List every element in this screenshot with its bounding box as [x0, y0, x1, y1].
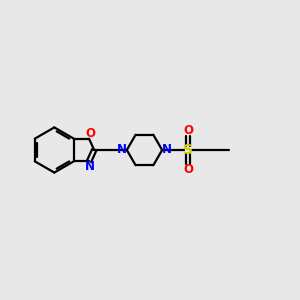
Text: O: O — [85, 127, 95, 140]
Text: N: N — [162, 143, 172, 156]
Text: O: O — [183, 163, 193, 176]
Text: O: O — [183, 124, 193, 137]
Text: N: N — [85, 160, 95, 173]
Text: S: S — [183, 143, 193, 157]
Text: N: N — [117, 143, 127, 156]
